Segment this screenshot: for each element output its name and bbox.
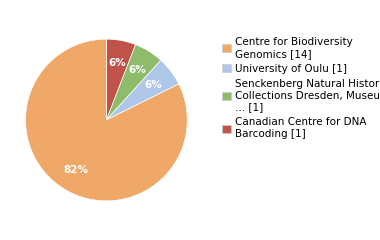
- Text: 6%: 6%: [144, 80, 162, 90]
- Wedge shape: [106, 60, 179, 120]
- Text: 82%: 82%: [63, 164, 88, 174]
- Text: 6%: 6%: [108, 58, 126, 68]
- Legend: Centre for Biodiversity
Genomics [14], University of Oulu [1], Senckenberg Natur: Centre for Biodiversity Genomics [14], U…: [222, 37, 380, 139]
- Wedge shape: [106, 39, 136, 120]
- Wedge shape: [106, 45, 161, 120]
- Text: 6%: 6%: [128, 66, 146, 76]
- Wedge shape: [25, 39, 187, 201]
